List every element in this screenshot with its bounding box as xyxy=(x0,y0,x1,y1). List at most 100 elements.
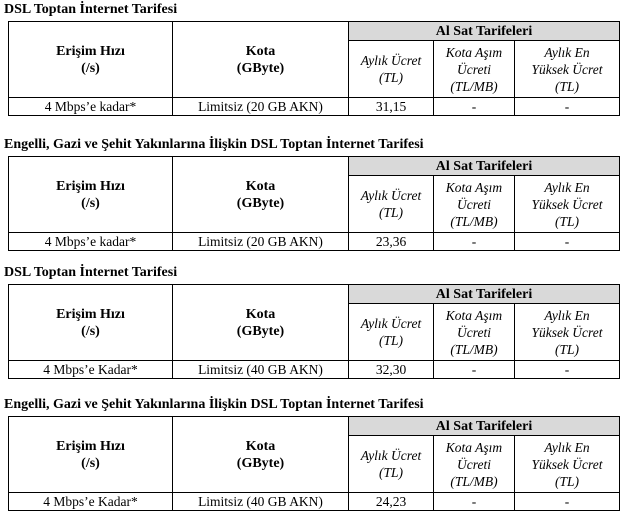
subheader-overage-unit: (TL/MB) xyxy=(450,341,498,357)
subheader-overage: Kota Aşım Ücreti (TL/MB) xyxy=(433,435,515,493)
cell-monthly: 32,30 xyxy=(348,360,434,379)
subheader-monthly-label: Aylık Ücret xyxy=(360,53,422,68)
subheader-monthly: Aylık Ücret (TL) xyxy=(348,40,434,98)
header-quota: Kota (GByte) xyxy=(172,21,349,98)
group-header: Al Sat Tarifeleri xyxy=(348,156,620,176)
subheader-overage-label: Kota Aşım xyxy=(445,44,503,60)
subheader-overage: Kota Aşım Ücreti (TL/MB) xyxy=(433,175,515,233)
subheader-max-label: Aylık En xyxy=(544,44,590,60)
cell-monthly: 23,36 xyxy=(348,232,434,251)
group-header: Al Sat Tarifeleri xyxy=(348,284,620,304)
cell-max: - xyxy=(514,360,620,379)
header-quota-label: Kota xyxy=(245,178,276,194)
cell-quota: Limitsiz (40 GB AKN) xyxy=(172,360,349,379)
section-title: Engelli, Gazi ve Şehit Yakınlarına İlişk… xyxy=(4,397,424,412)
subheader-overage-label-2: Ücreti xyxy=(457,324,491,340)
subheader-monthly-unit: (TL) xyxy=(378,205,403,220)
header-quota-unit: (GByte) xyxy=(236,455,285,471)
subheader-monthly: Aylık Ücret (TL) xyxy=(348,303,434,361)
section-title: Engelli, Gazi ve Şehit Yakınlarına İlişk… xyxy=(4,137,424,152)
subheader-max-label-2: Yüksek Ücret xyxy=(531,456,603,472)
section-title: DSL Toptan İnternet Tarifesi xyxy=(4,265,178,280)
cell-speed: 4 Mbps’e kadar* xyxy=(8,97,173,116)
cell-max: - xyxy=(514,97,620,116)
subheader-monthly: Aylık Ücret (TL) xyxy=(348,175,434,233)
cell-overage: - xyxy=(433,232,515,251)
header-speed-label: Erişim Hızı xyxy=(56,306,125,322)
group-header: Al Sat Tarifeleri xyxy=(348,21,620,41)
tariff-section: Engelli, Gazi ve Şehit Yakınlarına İlişk… xyxy=(0,136,633,262)
subheader-max-unit: (TL) xyxy=(554,473,579,489)
cell-quota: Limitsiz (20 GB AKN) xyxy=(172,97,349,116)
cell-quota: Limitsiz (40 GB AKN) xyxy=(172,492,349,511)
cell-overage: - xyxy=(433,492,515,511)
header-speed-unit: (/s) xyxy=(81,195,100,211)
header-quota: Kota (GByte) xyxy=(172,284,349,361)
subheader-overage-label: Kota Aşım xyxy=(445,439,503,455)
table-row: 4 Mbps’e kadar* Limitsiz (20 GB AKN) 23,… xyxy=(8,232,620,251)
header-quota-unit: (GByte) xyxy=(236,195,285,211)
subheader-max-label-2: Yüksek Ücret xyxy=(531,196,603,212)
cell-quota: Limitsiz (20 GB AKN) xyxy=(172,232,349,251)
subheader-overage-label-2: Ücreti xyxy=(457,196,491,212)
tariff-table: Erişim Hızı (/s) Kota (GByte) Al Sat Tar… xyxy=(8,21,620,116)
header-quota-label: Kota xyxy=(245,438,276,454)
subheader-max: Aylık En Yüksek Ücret (TL) xyxy=(514,40,620,98)
header-quota-label: Kota xyxy=(245,306,276,322)
table-row: 4 Mbps’e kadar* Limitsiz (20 GB AKN) 31,… xyxy=(8,97,620,116)
tariff-section: DSL Toptan İnternet Tarifesi Erişim Hızı… xyxy=(0,264,633,390)
subheader-monthly: Aylık Ücret (TL) xyxy=(348,435,434,493)
cell-overage: - xyxy=(433,360,515,379)
tariff-table: Erişim Hızı (/s) Kota (GByte) Al Sat Tar… xyxy=(8,156,620,251)
cell-speed: 4 Mbps’e kadar* xyxy=(8,232,173,251)
header-speed: Erişim Hızı (/s) xyxy=(8,416,173,493)
subheader-overage-unit: (TL/MB) xyxy=(450,78,498,94)
header-speed-label: Erişim Hızı xyxy=(56,43,125,59)
cell-monthly: 31,15 xyxy=(348,97,434,116)
cell-max: - xyxy=(514,232,620,251)
subheader-max-unit: (TL) xyxy=(554,213,579,229)
header-speed: Erişim Hızı (/s) xyxy=(8,284,173,361)
tariff-section: DSL Toptan İnternet Tarifesi Erişim Hızı… xyxy=(0,1,633,127)
cell-overage: - xyxy=(433,97,515,116)
subheader-overage-label-2: Ücreti xyxy=(457,61,491,77)
subheader-max-label-2: Yüksek Ücret xyxy=(531,61,603,77)
section-title: DSL Toptan İnternet Tarifesi xyxy=(4,2,178,17)
subheader-max-label: Aylık En xyxy=(544,179,590,195)
table-row: 4 Mbps’e Kadar* Limitsiz (40 GB AKN) 32,… xyxy=(8,360,620,379)
subheader-monthly-label: Aylık Ücret xyxy=(360,188,422,203)
cell-speed: 4 Mbps’e Kadar* xyxy=(8,492,173,511)
subheader-max: Aylık En Yüksek Ücret (TL) xyxy=(514,435,620,493)
subheader-monthly-unit: (TL) xyxy=(378,333,403,348)
subheader-max-unit: (TL) xyxy=(554,341,579,357)
subheader-monthly-unit: (TL) xyxy=(378,465,403,480)
tariff-table: Erişim Hızı (/s) Kota (GByte) Al Sat Tar… xyxy=(8,284,620,379)
subheader-overage: Kota Aşım Ücreti (TL/MB) xyxy=(433,303,515,361)
header-quota: Kota (GByte) xyxy=(172,156,349,233)
group-header: Al Sat Tarifeleri xyxy=(348,416,620,436)
header-speed-label: Erişim Hızı xyxy=(56,438,125,454)
subheader-max-label: Aylık En xyxy=(544,307,590,323)
subheader-overage-label-2: Ücreti xyxy=(457,456,491,472)
subheader-max: Aylık En Yüksek Ücret (TL) xyxy=(514,303,620,361)
subheader-monthly-label: Aylık Ücret xyxy=(360,448,422,463)
table-row: 4 Mbps’e Kadar* Limitsiz (40 GB AKN) 24,… xyxy=(8,492,620,511)
subheader-overage-unit: (TL/MB) xyxy=(450,213,498,229)
subheader-overage-label: Kota Aşım xyxy=(445,179,503,195)
cell-monthly: 24,23 xyxy=(348,492,434,511)
subheader-overage-unit: (TL/MB) xyxy=(450,473,498,489)
header-quota-label: Kota xyxy=(245,43,276,59)
subheader-max-label-2: Yüksek Ücret xyxy=(531,324,603,340)
header-speed-unit: (/s) xyxy=(81,60,100,76)
header-speed-unit: (/s) xyxy=(81,323,100,339)
subheader-max-unit: (TL) xyxy=(554,78,579,94)
subheader-overage-label: Kota Aşım xyxy=(445,307,503,323)
header-speed: Erişim Hızı (/s) xyxy=(8,156,173,233)
header-quota: Kota (GByte) xyxy=(172,416,349,493)
subheader-max-label: Aylık En xyxy=(544,439,590,455)
subheader-overage: Kota Aşım Ücreti (TL/MB) xyxy=(433,40,515,98)
header-speed-unit: (/s) xyxy=(81,455,100,471)
cell-max: - xyxy=(514,492,620,511)
cell-speed: 4 Mbps’e Kadar* xyxy=(8,360,173,379)
